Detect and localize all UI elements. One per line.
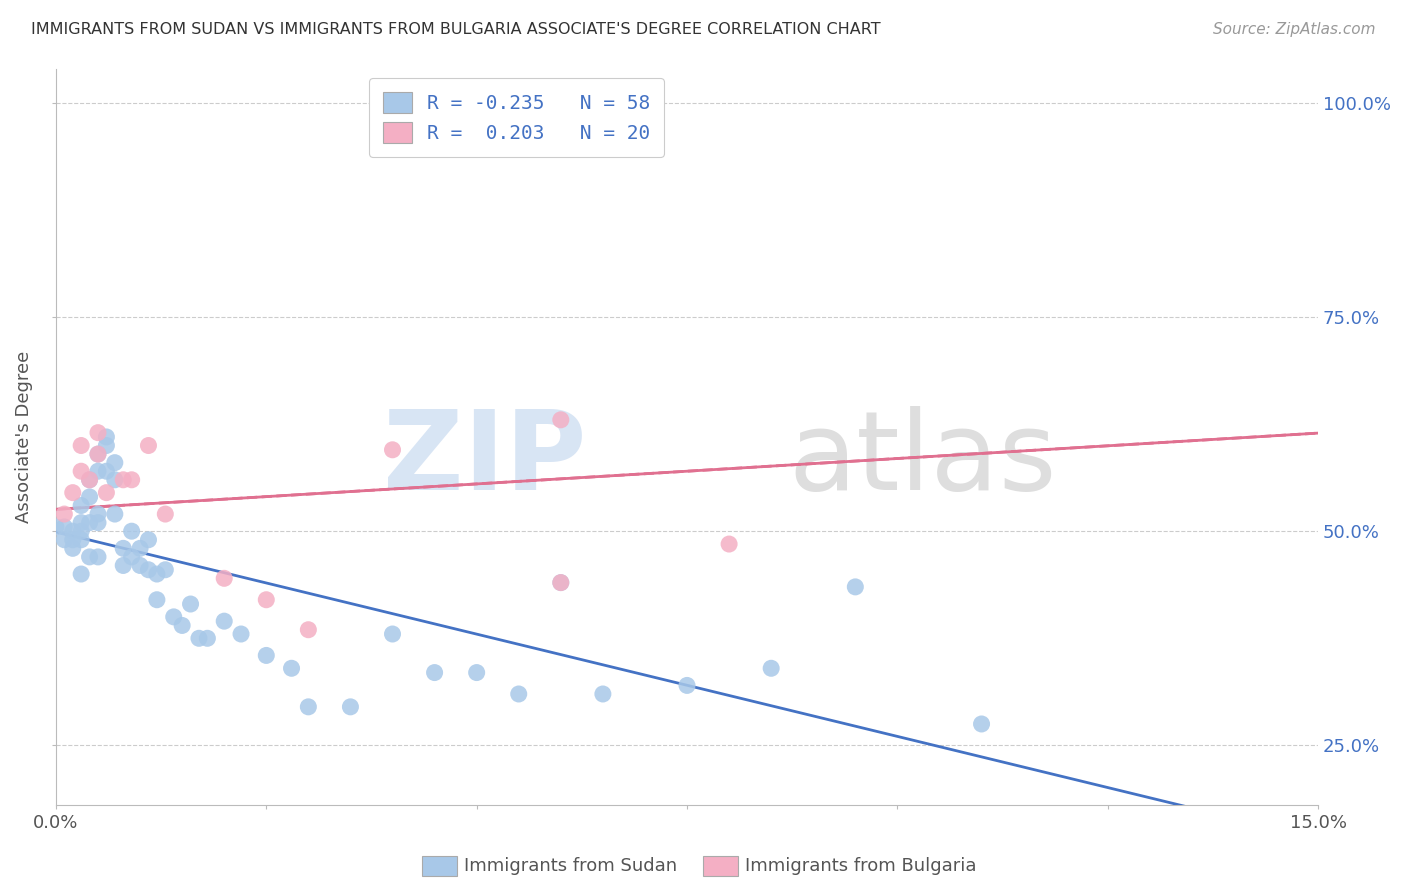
Point — [550, 575, 572, 590]
Point — [70, 464, 93, 478]
Point — [87, 516, 110, 530]
Point — [138, 438, 160, 452]
Point — [970, 717, 993, 731]
Point — [188, 632, 211, 646]
Point — [212, 571, 235, 585]
Point — [146, 592, 169, 607]
Point — [254, 592, 277, 607]
Point — [381, 627, 404, 641]
Point — [96, 438, 118, 452]
Point — [79, 473, 101, 487]
Point — [155, 507, 177, 521]
Point — [229, 627, 252, 641]
Point — [381, 442, 404, 457]
Point — [297, 699, 319, 714]
Point — [254, 648, 277, 663]
Y-axis label: Associate's Degree: Associate's Degree — [15, 351, 32, 523]
Point — [138, 533, 160, 547]
Point — [112, 558, 135, 573]
Point — [172, 618, 194, 632]
Point — [87, 549, 110, 564]
Point — [87, 447, 110, 461]
Point — [96, 464, 118, 478]
Point — [53, 520, 76, 534]
Point — [297, 623, 319, 637]
Point — [121, 524, 143, 539]
Text: Immigrants from Sudan: Immigrants from Sudan — [464, 857, 678, 875]
Point — [62, 541, 84, 556]
Point — [550, 575, 572, 590]
Point — [96, 430, 118, 444]
Point — [104, 507, 127, 521]
Point — [104, 456, 127, 470]
Text: Source: ZipAtlas.com: Source: ZipAtlas.com — [1212, 22, 1375, 37]
Point — [129, 558, 152, 573]
Point — [70, 516, 93, 530]
Text: atlas: atlas — [787, 406, 1056, 513]
Point — [62, 533, 84, 547]
Point — [759, 661, 782, 675]
Point — [129, 541, 152, 556]
Point — [844, 580, 866, 594]
Point — [79, 473, 101, 487]
Point — [508, 687, 530, 701]
Point — [53, 533, 76, 547]
Point — [121, 473, 143, 487]
Text: IMMIGRANTS FROM SUDAN VS IMMIGRANTS FROM BULGARIA ASSOCIATE'S DEGREE CORRELATION: IMMIGRANTS FROM SUDAN VS IMMIGRANTS FROM… — [31, 22, 880, 37]
Point — [87, 447, 110, 461]
Point — [146, 567, 169, 582]
Point — [195, 632, 218, 646]
Point — [112, 473, 135, 487]
Point — [718, 537, 741, 551]
Point — [423, 665, 446, 680]
Point — [339, 699, 361, 714]
Point — [79, 516, 101, 530]
Point — [96, 485, 118, 500]
Point — [104, 473, 127, 487]
Point — [70, 438, 93, 452]
Point — [62, 524, 84, 539]
Point — [155, 563, 177, 577]
Point — [53, 507, 76, 521]
Point — [62, 485, 84, 500]
Point — [70, 499, 93, 513]
Point — [550, 413, 572, 427]
Point — [87, 425, 110, 440]
Point — [280, 661, 302, 675]
Point — [592, 687, 614, 701]
Point — [79, 549, 101, 564]
Point — [70, 524, 93, 539]
Point — [676, 678, 699, 692]
Legend: R = -0.235   N = 58, R =  0.203   N = 20: R = -0.235 N = 58, R = 0.203 N = 20 — [368, 78, 664, 157]
Point — [121, 549, 143, 564]
Text: ZIP: ZIP — [382, 406, 586, 513]
Point — [79, 490, 101, 504]
Point — [180, 597, 202, 611]
Point — [138, 563, 160, 577]
Point — [87, 507, 110, 521]
Point — [87, 464, 110, 478]
Text: Immigrants from Bulgaria: Immigrants from Bulgaria — [745, 857, 977, 875]
Point — [70, 533, 93, 547]
Point — [45, 520, 67, 534]
Point — [163, 610, 186, 624]
Point — [465, 665, 488, 680]
Point — [112, 541, 135, 556]
Point — [212, 614, 235, 628]
Point — [70, 567, 93, 582]
